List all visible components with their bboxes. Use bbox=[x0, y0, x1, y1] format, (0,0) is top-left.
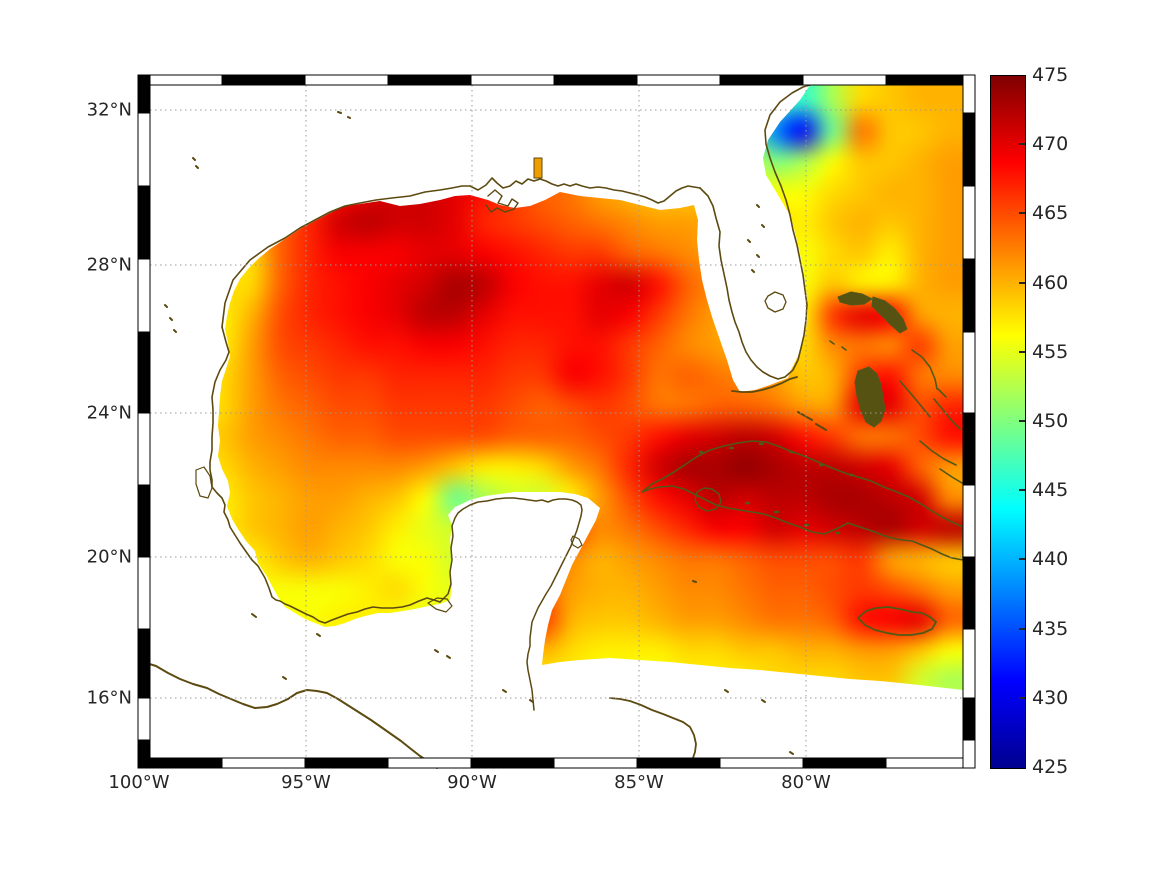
colorbar-tick-label: 440 bbox=[1032, 548, 1069, 571]
frame-segment bbox=[719, 74, 804, 86]
frame-segment bbox=[636, 757, 721, 769]
colorbar-tick-label: 430 bbox=[1032, 686, 1069, 709]
frame-segment bbox=[962, 412, 976, 486]
frame-segment bbox=[137, 556, 151, 630]
florida-lakes bbox=[747, 204, 765, 273]
frame-segment bbox=[962, 331, 976, 414]
colorbar-tick-label: 445 bbox=[1032, 479, 1069, 502]
colorbar-tick-label: 465 bbox=[1032, 202, 1069, 225]
frame-segment bbox=[137, 628, 151, 699]
frame-segment bbox=[719, 757, 804, 769]
yucatan-coastline bbox=[439, 497, 583, 711]
colorbar-tick-mark bbox=[1019, 420, 1025, 422]
x-tick-label: 95°W bbox=[281, 772, 331, 793]
frame-segment bbox=[137, 331, 151, 414]
colorbar-tick-label: 475 bbox=[1032, 64, 1069, 86]
frame-segment bbox=[962, 739, 976, 769]
frame-segment bbox=[553, 74, 638, 86]
frame-segment bbox=[221, 74, 306, 86]
colorbar bbox=[990, 75, 1026, 769]
frame-segment bbox=[636, 74, 721, 86]
mobile-bay-data-bar bbox=[533, 157, 543, 179]
frame-segment bbox=[137, 112, 151, 187]
x-tick-label: 80°W bbox=[781, 772, 831, 793]
frame-segment bbox=[137, 697, 151, 741]
colorbar-tick-label: 450 bbox=[1032, 410, 1069, 432]
frame-segment bbox=[885, 757, 976, 769]
bahamas-chains bbox=[829, 340, 963, 484]
cuba-cays bbox=[698, 442, 855, 535]
colorbar-tick-label: 455 bbox=[1032, 340, 1069, 363]
terminos-lagoon bbox=[427, 597, 453, 613]
frame-segment bbox=[962, 556, 976, 630]
frame-segment bbox=[387, 74, 472, 86]
small-lakes-and-islets bbox=[164, 111, 827, 755]
frame-segment bbox=[137, 74, 151, 114]
isla-juventud bbox=[694, 487, 722, 512]
jamaica-coastline bbox=[857, 606, 937, 636]
frame-segment bbox=[553, 757, 638, 769]
frame-segment bbox=[962, 484, 976, 558]
cozumel-island bbox=[570, 535, 583, 549]
frame-segment bbox=[137, 258, 151, 333]
frame-segment bbox=[962, 112, 976, 187]
frame-segment bbox=[962, 258, 976, 333]
frame-segment bbox=[137, 74, 223, 86]
frame-segment bbox=[304, 757, 389, 769]
laguna-madre bbox=[195, 466, 213, 499]
frame-segment bbox=[137, 412, 151, 486]
cuba-coastline bbox=[641, 440, 964, 561]
mississippi-delta bbox=[485, 189, 519, 213]
colorbar-tick-label: 435 bbox=[1032, 617, 1069, 640]
y-tick-label: 28°N bbox=[86, 254, 132, 276]
colorbar-tick-label: 425 bbox=[1032, 756, 1069, 778]
colorbar-tick-mark bbox=[1019, 212, 1025, 215]
frame-segment bbox=[137, 739, 151, 769]
frame-segment bbox=[137, 185, 151, 260]
honduras-coastline bbox=[609, 697, 697, 759]
x-tick-label: 100°W bbox=[108, 772, 170, 793]
frame-segment bbox=[962, 74, 976, 114]
frame-segment bbox=[137, 757, 223, 769]
frame-segment bbox=[962, 628, 976, 699]
frame-segment bbox=[885, 74, 976, 86]
y-tick-label: 16°N bbox=[86, 687, 132, 709]
colorbar-tick-mark bbox=[1019, 143, 1025, 146]
y-tick-label: 24°N bbox=[86, 402, 132, 424]
frame-segment bbox=[962, 697, 976, 741]
colorbar-tick-mark bbox=[1019, 281, 1025, 284]
florida-keys bbox=[731, 376, 798, 393]
colorbar-tick-mark bbox=[1019, 350, 1025, 353]
frame-segment bbox=[962, 185, 976, 260]
florida-coastline bbox=[699, 84, 811, 380]
frame-segment bbox=[802, 757, 887, 769]
x-tick-label: 90°W bbox=[447, 772, 497, 793]
colorbar-tick-label: 470 bbox=[1032, 133, 1069, 156]
frame-segment bbox=[221, 757, 306, 769]
colorbar-tick-label: 460 bbox=[1032, 271, 1069, 294]
colorbar-tick-mark bbox=[1019, 489, 1025, 492]
frame-segment bbox=[304, 74, 389, 86]
y-tick-label: 32°N bbox=[86, 99, 132, 121]
land-mask bbox=[150, 85, 963, 758]
y-tick-label: 20°N bbox=[86, 546, 132, 568]
mexico-coastline bbox=[209, 326, 441, 624]
lake-okeechobee bbox=[764, 291, 787, 313]
pacific-coastline bbox=[142, 661, 438, 769]
frame-segment bbox=[470, 74, 555, 86]
colorbar-tick-mark bbox=[1019, 558, 1025, 561]
frame-segment bbox=[137, 484, 151, 558]
frame-segment bbox=[387, 757, 472, 769]
frame-segment bbox=[470, 757, 555, 769]
frame-segment bbox=[802, 74, 887, 86]
colorbar-tick-mark bbox=[1019, 696, 1025, 699]
x-tick-label: 85°W bbox=[614, 772, 664, 793]
colorbar-tick-mark bbox=[1019, 627, 1025, 630]
gulf-coastline bbox=[221, 177, 701, 328]
bahamas-islands bbox=[837, 291, 908, 428]
